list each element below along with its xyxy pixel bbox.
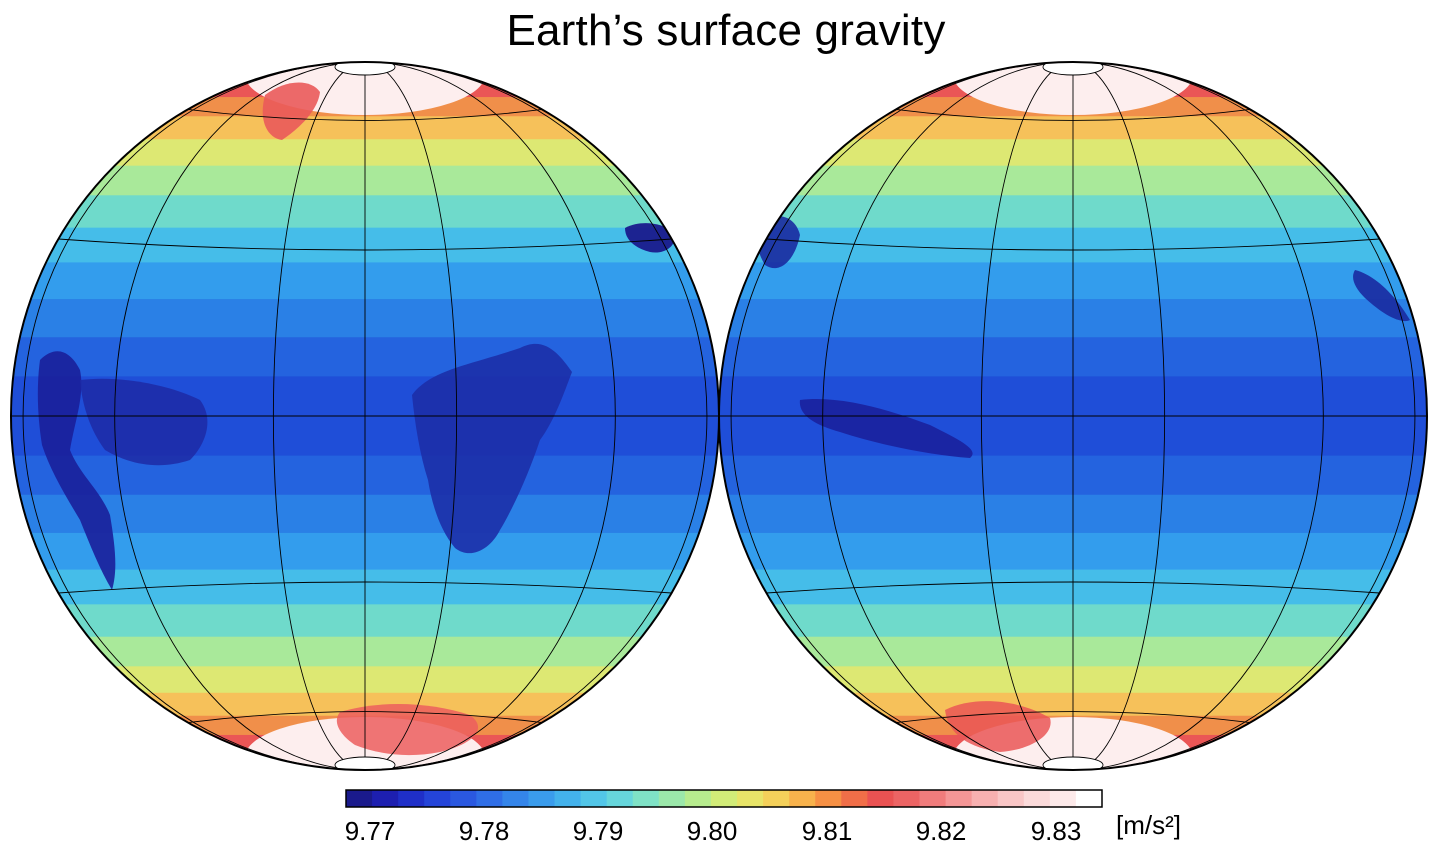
- colorbar-step: [997, 790, 1025, 807]
- colorbar-step: [658, 790, 686, 807]
- colorbar-step: [476, 790, 504, 807]
- left-landmass-amazon: [80, 378, 208, 466]
- colorbar-step: [632, 790, 660, 807]
- meridian-line: [272, 62, 458, 770]
- left-landmass-greenland: [262, 82, 320, 140]
- colorbar-step: [971, 790, 999, 807]
- right-globe-outline: [718, 61, 1428, 771]
- colorbar-step: [789, 790, 816, 807]
- meridian-line: [730, 62, 1416, 770]
- colorbar-unit-label: [m/s²]: [1116, 810, 1181, 840]
- colorbar-step: [424, 790, 451, 807]
- colorbar-step: [1075, 790, 1103, 807]
- colorbar-tick-label: 9.77: [344, 816, 396, 846]
- left-hemisphere-globe: [10, 61, 720, 771]
- right-landmass-indonesia: [799, 399, 973, 458]
- left-landmass-tibet: [625, 223, 676, 253]
- meridian-line: [22, 62, 708, 770]
- colorbar-step: [606, 790, 634, 807]
- colorbar-tick-label: 9.80: [686, 816, 738, 846]
- colorbar-step: [893, 790, 921, 807]
- colorbar-tick-label: 9.79: [572, 816, 624, 846]
- left-graticule: [11, 62, 719, 770]
- colorbar-tick-label: 9.82: [915, 816, 967, 846]
- left-landmass-africa: [412, 343, 572, 554]
- colorbar-step: [919, 790, 947, 807]
- colorbar-frame: [345, 789, 1103, 808]
- colorbar-step: [841, 790, 868, 807]
- colorbar-step: [580, 790, 608, 807]
- map-title: Earth’s surface gravity: [506, 6, 946, 55]
- colorbar-step: [1049, 790, 1077, 807]
- colorbar: [345, 789, 1103, 808]
- colorbar-step: [1023, 790, 1051, 807]
- colorbar-step: [372, 790, 399, 807]
- colorbar-steps: [346, 790, 1103, 807]
- left-landmass-south-america: [37, 351, 116, 590]
- colorbar-step: [737, 790, 764, 807]
- colorbar-tick-label: 9.78: [458, 816, 510, 846]
- colorbar-step: [398, 790, 425, 807]
- colorbar-step: [867, 790, 895, 807]
- colorbar-step: [502, 790, 530, 807]
- meridian-line: [822, 62, 1324, 770]
- colorbar-step: [684, 790, 712, 807]
- colorbar-step: [710, 790, 738, 807]
- colorbar-step: [346, 790, 373, 807]
- colorbar-step: [554, 790, 582, 807]
- meridian-line: [114, 62, 616, 770]
- colorbar-step: [945, 790, 973, 807]
- colorbar-step: [528, 790, 556, 807]
- meridian-line: [980, 62, 1166, 770]
- colorbar-step: [763, 790, 790, 807]
- right-landmass-north-america: [1353, 270, 1410, 322]
- right-hemisphere-globe: [718, 61, 1428, 771]
- colorbar-step: [815, 790, 842, 807]
- colorbar-step: [450, 790, 477, 807]
- colorbar-tick-label: 9.83: [1030, 816, 1082, 846]
- colorbar-tick-label: 9.81: [801, 816, 853, 846]
